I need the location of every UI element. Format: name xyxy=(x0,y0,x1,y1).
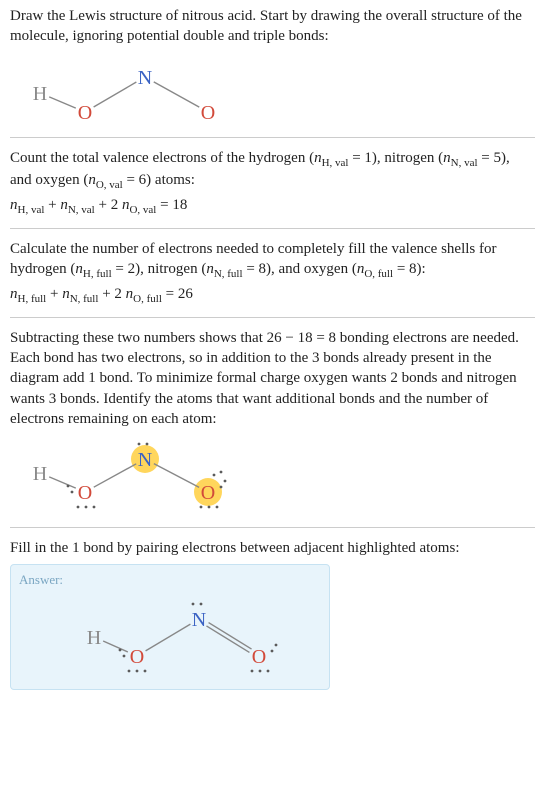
molecule-skeleton: H O N O xyxy=(10,57,240,127)
svg-text:H: H xyxy=(33,83,47,105)
svg-text:H: H xyxy=(33,463,47,485)
svg-text:N: N xyxy=(192,609,206,631)
step-4-text: Subtracting these two numbers shows that… xyxy=(10,328,535,429)
step-1: Draw the Lewis structure of nitrous acid… xyxy=(10,6,535,138)
step-3: Calculate the number of electrons needed… xyxy=(10,239,535,318)
step-2-text: Count the total valence electrons of the… xyxy=(10,148,535,194)
svg-text:N: N xyxy=(138,67,152,89)
svg-text:O: O xyxy=(201,102,215,124)
step-4: Subtracting these two numbers shows that… xyxy=(10,328,535,528)
svg-text:O: O xyxy=(201,482,215,504)
svg-text:H: H xyxy=(87,627,101,649)
step-5: Fill in the 1 bond by pairing electrons … xyxy=(10,538,535,690)
svg-text:O: O xyxy=(252,646,266,668)
answer-box: Answer: H O N O xyxy=(10,564,330,690)
svg-text:O: O xyxy=(130,646,144,668)
svg-text:O: O xyxy=(78,102,92,124)
molecule-highlighted: H O N O xyxy=(10,437,250,517)
step-3-text: Calculate the number of electrons needed… xyxy=(10,239,535,282)
molecule-answer: H O N O xyxy=(19,591,319,681)
step-1-text: Draw the Lewis structure of nitrous acid… xyxy=(10,6,535,47)
svg-text:O: O xyxy=(78,482,92,504)
step-3-formula: nH, full + nN, full + 2 nO, full = 26 xyxy=(10,284,535,307)
answer-diagram: H O N O xyxy=(19,591,321,681)
step-5-text: Fill in the 1 bond by pairing electrons … xyxy=(10,538,535,558)
step-2-formula: nH, val + nN, val + 2 nO, val = 18 xyxy=(10,195,535,218)
step-4-diagram: H O N O xyxy=(10,437,535,517)
answer-label: Answer: xyxy=(19,571,321,589)
svg-text:N: N xyxy=(138,449,152,471)
step-1-diagram: H O N O xyxy=(10,57,535,127)
step-2: Count the total valence electrons of the… xyxy=(10,148,535,230)
